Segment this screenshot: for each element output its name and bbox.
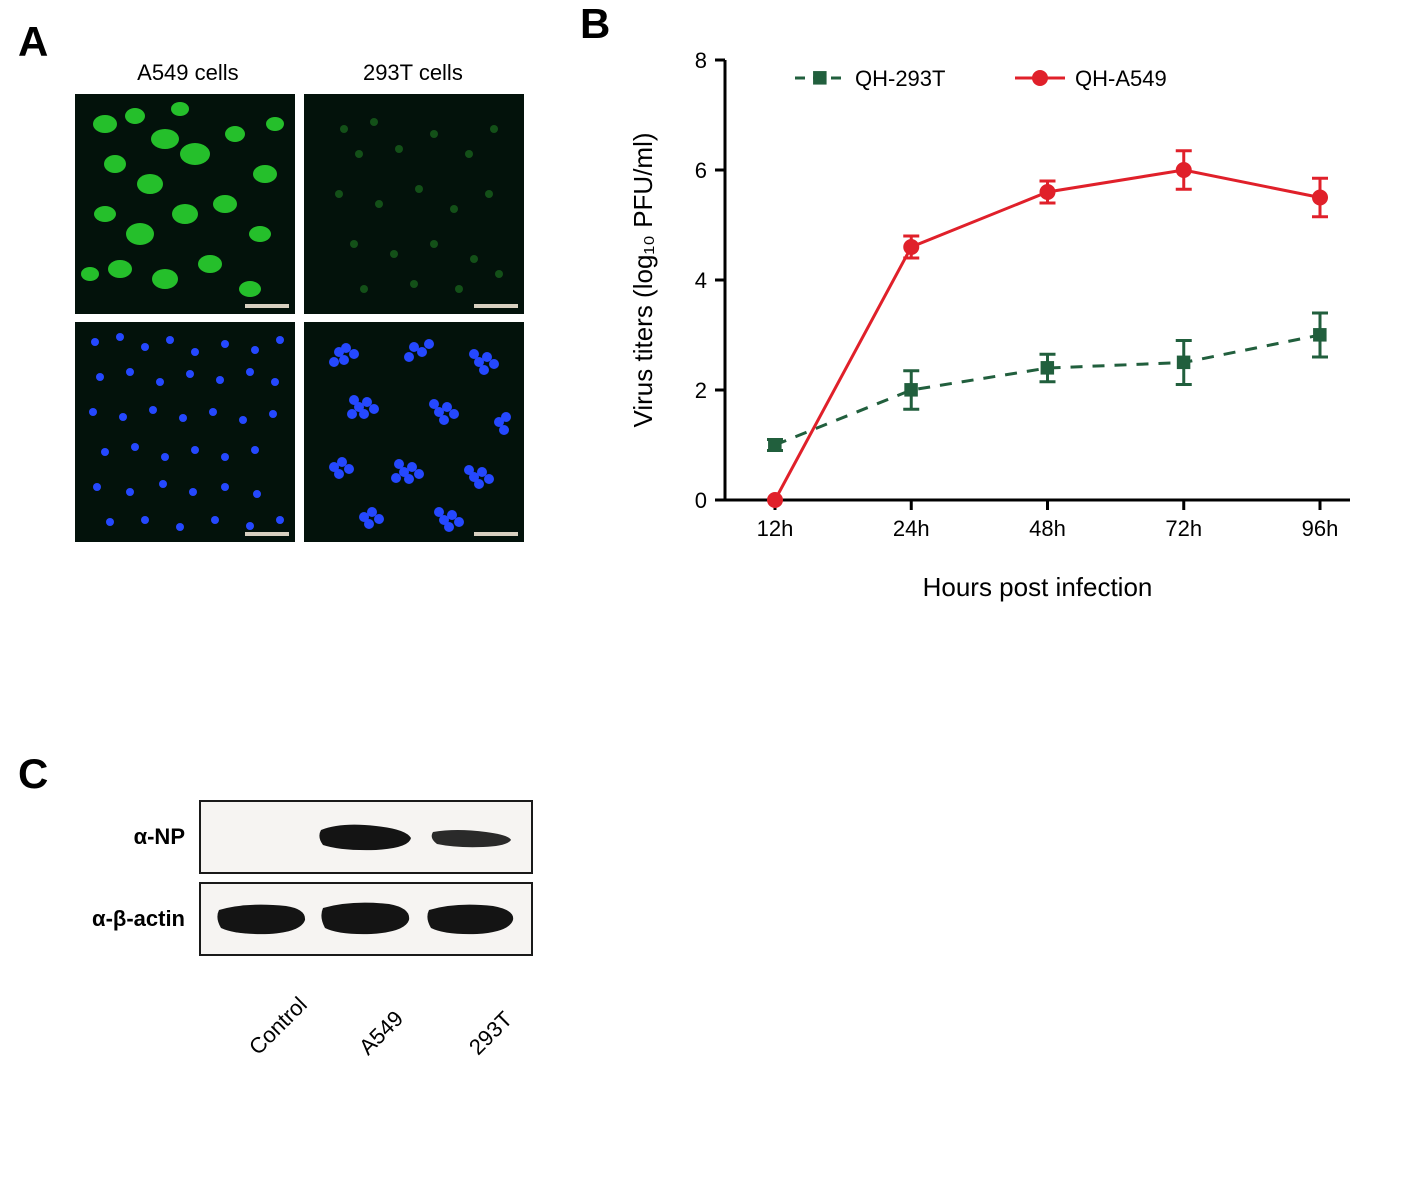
micro-a549-green — [75, 94, 295, 314]
scalebar-icon — [474, 304, 518, 308]
lane-label-control: Control — [244, 992, 313, 1061]
svg-text:QH-293T: QH-293T — [855, 66, 945, 91]
svg-text:48h: 48h — [1029, 516, 1066, 541]
lane-label-a549: A549 — [354, 1006, 409, 1061]
scalebar-icon — [245, 532, 289, 536]
panel-b-label: B — [580, 0, 610, 48]
chart-svg: 0 2 4 6 8 12h 24h 48h 72h 96h Hours post infection… — [620, 20, 1380, 620]
svg-text:4: 4 — [695, 268, 707, 293]
svg-text:12h: 12h — [757, 516, 794, 541]
microscopy-column-labels: A549 cells 293T cells — [75, 60, 525, 86]
micro-293t-green — [304, 94, 524, 314]
svg-text:0: 0 — [695, 488, 707, 513]
blot-box-np — [199, 800, 533, 874]
svg-text:6: 6 — [695, 158, 707, 183]
panel-c-label: C — [18, 750, 48, 798]
svg-text:24h: 24h — [893, 516, 930, 541]
panel-a-microscopy: A549 cells 293T cells — [75, 60, 525, 542]
svg-text:96h: 96h — [1302, 516, 1339, 541]
micro-a549-dapi — [75, 322, 295, 542]
svg-text:Hours post infection: Hours post infection — [923, 572, 1153, 602]
blot-row-np: α-NP — [85, 800, 585, 874]
svg-text:2: 2 — [695, 378, 707, 403]
svg-text:8: 8 — [695, 48, 707, 73]
panel-b-chart: 0 2 4 6 8 12h 24h 48h 72h 96h Hours post infection… — [620, 20, 1380, 620]
micro-293t-dapi — [304, 322, 524, 542]
col-label-a549: A549 cells — [137, 60, 239, 86]
blot-row-actin: α-β-actin — [85, 882, 585, 956]
blot-lane-labels: Control A549 293T — [199, 982, 529, 1072]
blot-box-actin — [199, 882, 533, 956]
svg-text:72h: 72h — [1165, 516, 1202, 541]
svg-text:Virus titers (log₁₀ PFU/ml): Virus titers (log₁₀ PFU/ml) — [628, 132, 658, 427]
scalebar-icon — [474, 532, 518, 536]
blot-label-actin: α-β-actin — [85, 906, 199, 932]
col-label-293t: 293T cells — [363, 60, 463, 86]
svg-text:QH-A549: QH-A549 — [1075, 66, 1167, 91]
panel-c-western-blot: α-NP α-β-actin C — [85, 800, 585, 1072]
panel-a-label: A — [18, 18, 48, 66]
microscopy-grid — [75, 94, 525, 542]
scalebar-icon — [245, 304, 289, 308]
blot-label-np: α-NP — [85, 824, 199, 850]
figure-root: A B C A549 cells 293T cells — [0, 0, 1418, 1189]
lane-label-293t: 293T — [464, 1007, 518, 1061]
